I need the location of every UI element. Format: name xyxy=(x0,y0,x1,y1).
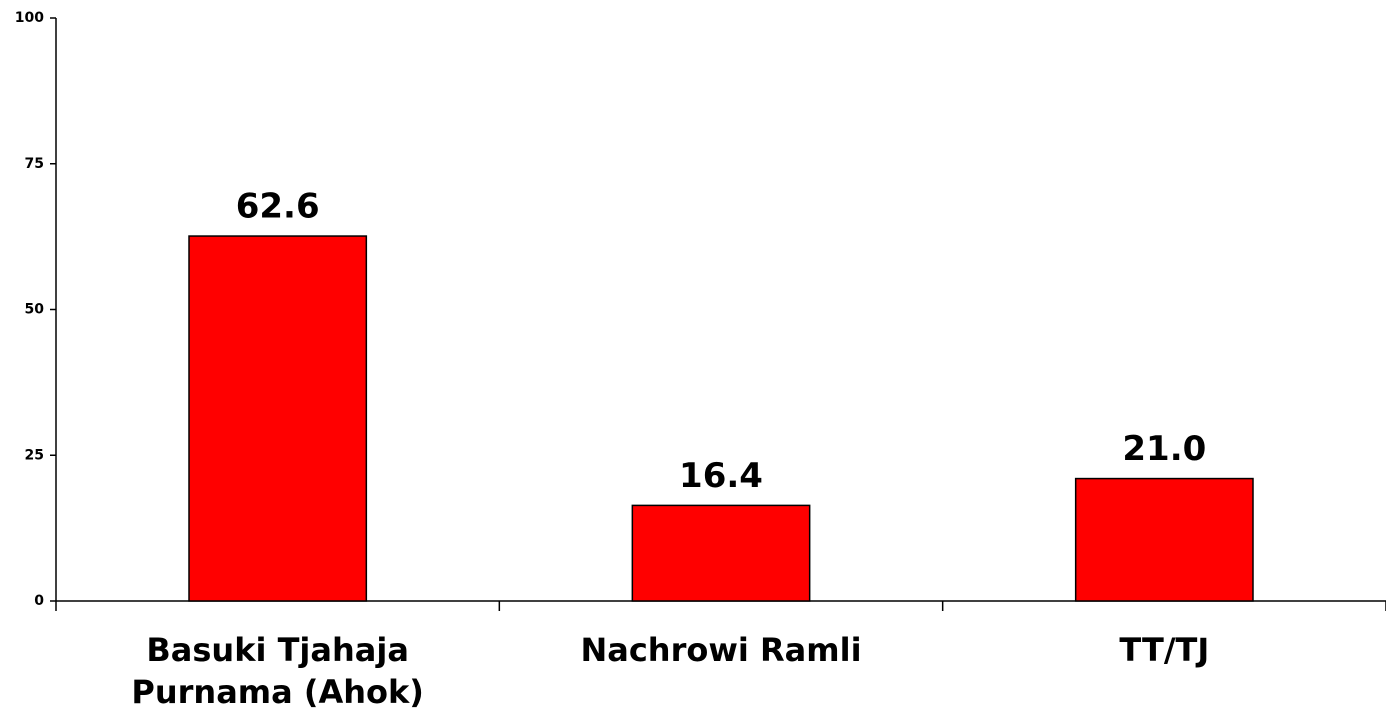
value-label: 62.6 xyxy=(236,187,320,227)
value-label: 21.0 xyxy=(1122,429,1206,469)
y-tick-label: 50 xyxy=(25,302,45,318)
x-tick-label: Basuki Tjahaja Purnama (Ahok) xyxy=(131,631,424,710)
x-tick-label: Nachrowi Ramli xyxy=(580,631,862,669)
x-tick-label: TT/TJ xyxy=(1119,631,1210,669)
y-tick-label: 100 xyxy=(15,10,44,26)
value-label: 16.4 xyxy=(679,456,763,496)
bar xyxy=(631,504,811,602)
y-tick-label: 25 xyxy=(25,447,44,463)
bar xyxy=(188,235,368,602)
bar xyxy=(1074,477,1254,602)
y-tick-label: 75 xyxy=(25,156,44,172)
y-tick-label: 0 xyxy=(34,593,44,609)
